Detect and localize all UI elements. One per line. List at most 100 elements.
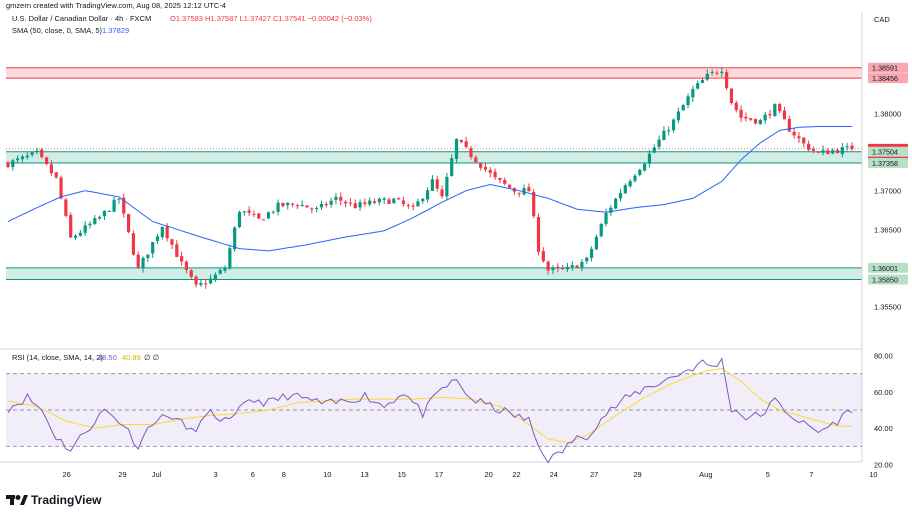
candle-down[interactable] (262, 219, 266, 221)
candle-up[interactable] (691, 88, 695, 98)
candle-down[interactable] (498, 177, 502, 180)
candle-down[interactable] (744, 116, 748, 119)
candle-down[interactable] (372, 201, 377, 203)
candle-down[interactable] (406, 204, 410, 206)
candle-down[interactable] (802, 137, 806, 144)
candle-up[interactable] (358, 202, 362, 208)
candle-down[interactable] (541, 251, 545, 262)
candle-up[interactable] (11, 160, 15, 168)
candle-up[interactable] (368, 200, 372, 205)
candle-up[interactable] (604, 213, 608, 224)
candle-up[interactable] (16, 158, 20, 161)
candle-down[interactable] (387, 199, 391, 204)
candle-up[interactable] (758, 119, 762, 125)
candle-down[interactable] (397, 198, 401, 200)
candle-up[interactable] (112, 199, 116, 212)
time-axis[interactable]: 26 29 Jul 3 6 8 10 13 15 17 20 22 24 27 29 Aug 5 7 10 (62, 470, 877, 479)
candle-down[interactable] (469, 148, 473, 158)
candle-down[interactable] (479, 163, 483, 168)
candle-up[interactable] (233, 227, 237, 250)
candle-up[interactable] (647, 153, 652, 164)
candle-up[interactable] (107, 210, 111, 212)
candle-down[interactable] (536, 216, 541, 252)
candle-down[interactable] (175, 244, 179, 257)
candle-down[interactable] (561, 268, 565, 270)
candle-down[interactable] (493, 171, 497, 178)
candle-down[interactable] (69, 214, 73, 238)
candle-down[interactable] (290, 203, 295, 205)
candle-down[interactable] (252, 213, 256, 215)
candle-down[interactable] (59, 177, 63, 199)
candle-up[interactable] (146, 254, 150, 259)
candle-down[interactable] (488, 169, 492, 173)
sma-legend-label[interactable]: SMA (50, close, 0, SMA, 5) (12, 26, 103, 35)
candle-up[interactable] (300, 204, 304, 207)
candle-up[interactable] (392, 198, 396, 204)
candle-up[interactable] (565, 266, 570, 270)
candle-down[interactable] (189, 270, 193, 277)
candle-up[interactable] (671, 119, 676, 131)
candle-down[interactable] (768, 113, 772, 116)
candle-down[interactable] (170, 239, 174, 245)
candle-up[interactable] (242, 211, 246, 213)
candle-up[interactable] (445, 176, 449, 197)
candle-down[interactable] (401, 200, 406, 205)
candle-down[interactable] (305, 205, 309, 208)
candle-up[interactable] (450, 158, 454, 176)
candle-up[interactable] (551, 267, 555, 271)
candle-up[interactable] (623, 185, 627, 194)
candle-down[interactable] (464, 141, 468, 148)
candle-up[interactable] (416, 201, 420, 207)
candle-up[interactable] (570, 264, 574, 268)
candle-up[interactable] (720, 71, 724, 74)
candle-up[interactable] (315, 208, 319, 210)
candle-down[interactable] (715, 72, 719, 74)
candle-up[interactable] (821, 150, 825, 153)
candle-up[interactable] (266, 212, 271, 219)
candle-up[interactable] (208, 278, 213, 284)
candle-up[interactable] (223, 268, 227, 271)
candle-up[interactable] (83, 225, 87, 233)
candle-up[interactable] (228, 248, 232, 269)
candle-up[interactable] (276, 202, 280, 212)
candle-up[interactable] (676, 111, 680, 121)
candle-up[interactable] (430, 179, 435, 191)
candle-up[interactable] (454, 138, 459, 159)
candle-down[interactable] (797, 136, 801, 139)
candle-up[interactable] (594, 236, 598, 250)
candle-down[interactable] (353, 203, 357, 209)
candle-up[interactable] (286, 202, 290, 206)
candle-down[interactable] (532, 192, 536, 217)
candle-down[interactable] (556, 266, 560, 268)
candle-down[interactable] (257, 213, 261, 219)
candle-up[interactable] (73, 235, 78, 238)
candle-down[interactable] (575, 265, 579, 269)
candle-up[interactable] (585, 257, 589, 262)
candle-up[interactable] (329, 200, 333, 205)
candle-down[interactable] (826, 150, 830, 155)
candle-up[interactable] (334, 196, 338, 200)
candle-down[interactable] (792, 131, 796, 136)
candle-down[interactable] (749, 118, 753, 120)
candle-down[interactable] (281, 202, 285, 207)
candle-up[interactable] (78, 232, 82, 236)
candle-down[interactable] (122, 197, 126, 214)
candle-down[interactable] (811, 148, 816, 151)
candle-down[interactable] (184, 261, 189, 270)
candle-up[interactable] (377, 198, 381, 203)
candle-up[interactable] (628, 181, 632, 187)
candle-down[interactable] (483, 166, 488, 170)
candle-up[interactable] (614, 198, 618, 209)
candle-up[interactable] (155, 236, 160, 242)
candle-down[interactable] (324, 204, 328, 206)
candle-up[interactable] (773, 104, 777, 117)
candle-up[interactable] (30, 152, 34, 155)
candle-down[interactable] (503, 180, 507, 184)
candle-up[interactable] (271, 211, 275, 213)
candle-down[interactable] (435, 179, 439, 189)
candle-up[interactable] (522, 188, 526, 195)
candle-up[interactable] (93, 218, 97, 224)
rsi-legend-label[interactable]: RSI (14, close, SMA, 14, 2) (12, 353, 103, 362)
candle-down[interactable] (850, 145, 854, 149)
